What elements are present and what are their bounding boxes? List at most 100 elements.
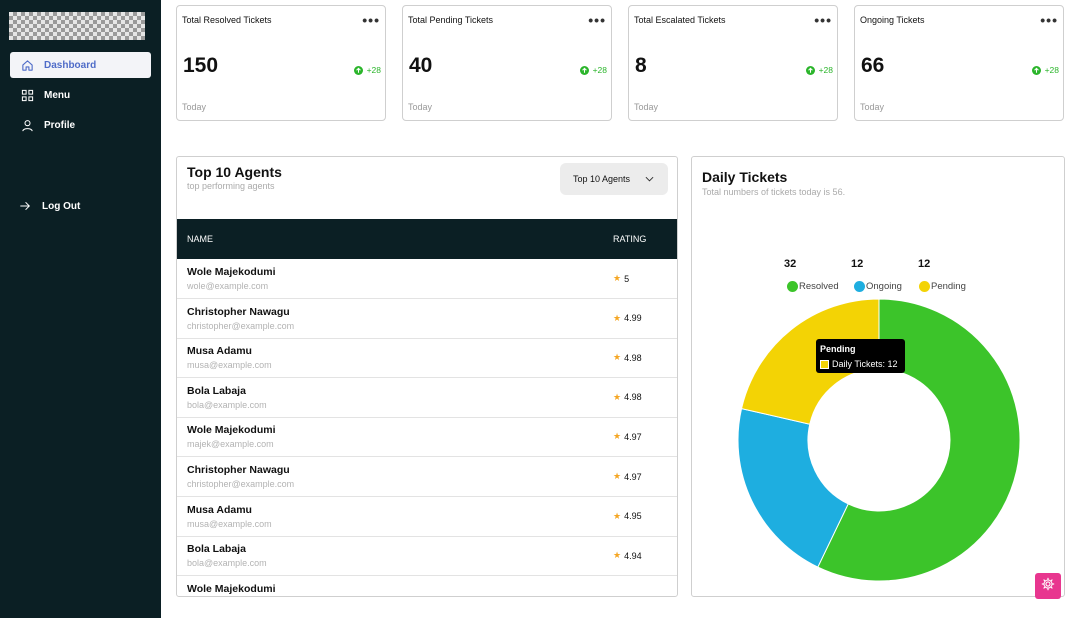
star-icon: ★ [613, 471, 622, 481]
table-row[interactable]: Wole Majekodumi majek@example.com ★ 4.97 [177, 417, 677, 458]
stat-delta-value: +28 [366, 65, 381, 75]
chevron-down-icon [645, 174, 654, 184]
agent-email: majek@example.com [187, 439, 274, 450]
agent-email: wole@example.com [187, 281, 269, 291]
agent-email: christopher@example.com [187, 320, 295, 331]
rating-value: 4.97 [624, 471, 642, 482]
star-icon: ★ [613, 510, 622, 521]
star-icon: ★ [613, 352, 622, 363]
stat-title: Total Resolved Tickets [182, 15, 272, 25]
donut-slice-ongoing[interactable] [737, 408, 849, 568]
stat-value: 8 [635, 54, 647, 77]
stat-delta-value: +28 [1044, 65, 1059, 75]
sidebar: Dashboard Menu Profile Log Out [0, 0, 161, 618]
more-options-icon[interactable]: ••• [814, 12, 832, 28]
agent-name: Bola Labaja [187, 543, 246, 556]
legend-swatch [787, 281, 798, 292]
stat-value: 150 [183, 54, 219, 77]
stat-delta: +28 [353, 65, 381, 75]
donut-slice-pending[interactable] [740, 298, 880, 425]
stat-title: Total Pending Tickets [408, 15, 494, 25]
table-row[interactable]: Wole Majekodumi wole@example.com ★ 5 [177, 259, 677, 299]
grid-icon [20, 88, 34, 102]
table-row[interactable]: Musa Adamu musa@example.com ★ 4.98 [177, 338, 677, 379]
rating-value: 4.99 [624, 313, 642, 324]
table-row[interactable]: Christopher Nawagu christopher@example.co… [177, 299, 677, 339]
logout-button[interactable]: Log Out [8, 193, 149, 219]
arrow-up-icon [1031, 65, 1041, 75]
sidebar-item-label: Log Out [42, 200, 81, 212]
rating-value: 5 [624, 273, 630, 284]
more-options-icon[interactable]: ••• [1040, 12, 1058, 28]
stat-card-ongoing: Ongoing Tickets ••• 66 +28 Today [854, 5, 1064, 121]
panel-subtitle: Total numbers of tickets today is 56. [702, 187, 846, 197]
star-icon: ★ [613, 550, 622, 561]
agent-rating: ★ 4.94 [613, 550, 642, 561]
agent-rating: ★ 5 [613, 273, 629, 284]
more-options-icon[interactable]: ••• [588, 12, 606, 28]
select-value: Top 10 Agents [573, 174, 631, 184]
legend-item-pending[interactable]: Pending [919, 281, 966, 292]
settings-button[interactable] [1035, 573, 1061, 599]
table-row[interactable]: Musa Adamu musa@example.com ★ 4.95 [177, 497, 677, 537]
table-row[interactable]: Wole Majekodumi [177, 576, 677, 596]
logout-arrow-icon [18, 199, 32, 213]
legend-item-resolved[interactable]: Resolved [787, 281, 839, 292]
table-row[interactable]: Bola Labaja bola@example.com ★ 4.94 [177, 536, 677, 577]
agent-rating: ★ 4.98 [613, 352, 642, 363]
column-header-rating[interactable]: RATING [613, 234, 647, 244]
rating-value: 4.98 [624, 352, 642, 363]
star-icon: ★ [613, 312, 622, 323]
sidebar-item-profile[interactable]: Profile [10, 112, 151, 138]
daily-tickets-panel: Daily Tickets Total numbers of tickets t… [691, 156, 1065, 597]
sidebar-item-label: Profile [44, 119, 76, 131]
arrow-up-icon [353, 65, 363, 75]
column-header-name[interactable]: NAME [187, 234, 214, 244]
top-agents-panel: Top 10 Agents top performing agents Top … [176, 156, 678, 597]
tooltip-line: Daily Tickets: 12 [820, 359, 898, 369]
donut-slice-resolved[interactable] [817, 298, 1021, 582]
sidebar-item-label: Dashboard [44, 59, 97, 71]
stat-delta-value: +28 [818, 65, 833, 75]
stat-value: 66 [861, 54, 885, 77]
agents-filter-select[interactable]: Top 10 Agents [560, 163, 668, 195]
legend-value-pending: 12 [918, 258, 931, 270]
agent-name: Musa Adamu [187, 345, 252, 358]
legend-item-ongoing[interactable]: Ongoing [854, 281, 902, 292]
star-icon: ★ [613, 431, 622, 442]
legend-label: Resolved [799, 281, 839, 292]
table-row[interactable]: Bola Labaja bola@example.com ★ 4.98 [177, 378, 677, 418]
agent-rating: ★ 4.97 [613, 431, 642, 442]
agent-name: Wole Majekodumi [187, 266, 276, 278]
stat-card-escalated: Total Escalated Tickets ••• 8 +28 Today [628, 5, 838, 121]
agent-email: musa@example.com [187, 518, 272, 529]
agent-name: Wole Majekodumi [187, 582, 276, 595]
legend-value-ongoing: 12 [851, 258, 864, 270]
legend-value-resolved: 32 [784, 258, 797, 270]
rating-value: 4.98 [624, 392, 642, 403]
tooltip-swatch [820, 359, 829, 369]
agent-rating: ★ 4.97 [613, 471, 642, 482]
donut-chart [737, 298, 1021, 582]
stat-period: Today [408, 102, 433, 112]
agent-name: Wole Majekodumi [187, 424, 276, 437]
table-header: NAME RATING [177, 219, 677, 259]
table-row[interactable]: Christopher Nawagu christopher@example.co… [177, 457, 677, 497]
stat-title: Ongoing Tickets [860, 15, 925, 25]
tooltip-label: Daily Tickets: 12 [832, 359, 898, 369]
rating-value: 4.95 [624, 511, 642, 522]
star-icon: ★ [613, 391, 622, 402]
rating-value: 4.94 [624, 550, 642, 561]
sidebar-item-dashboard[interactable]: Dashboard [10, 52, 151, 78]
panel-title: Top 10 Agents [187, 164, 282, 180]
stat-period: Today [634, 102, 659, 112]
legend-label: Ongoing [866, 281, 902, 292]
stat-period: Today [860, 102, 885, 112]
tooltip-title: Pending [820, 344, 856, 354]
sidebar-item-menu[interactable]: Menu [10, 82, 151, 108]
sidebar-item-label: Menu [44, 89, 71, 101]
brand-logo [9, 12, 145, 40]
rating-value: 4.97 [624, 431, 642, 442]
more-options-icon[interactable]: ••• [362, 12, 380, 28]
stat-card-resolved: Total Resolved Tickets ••• 150 +28 Today [176, 5, 386, 121]
